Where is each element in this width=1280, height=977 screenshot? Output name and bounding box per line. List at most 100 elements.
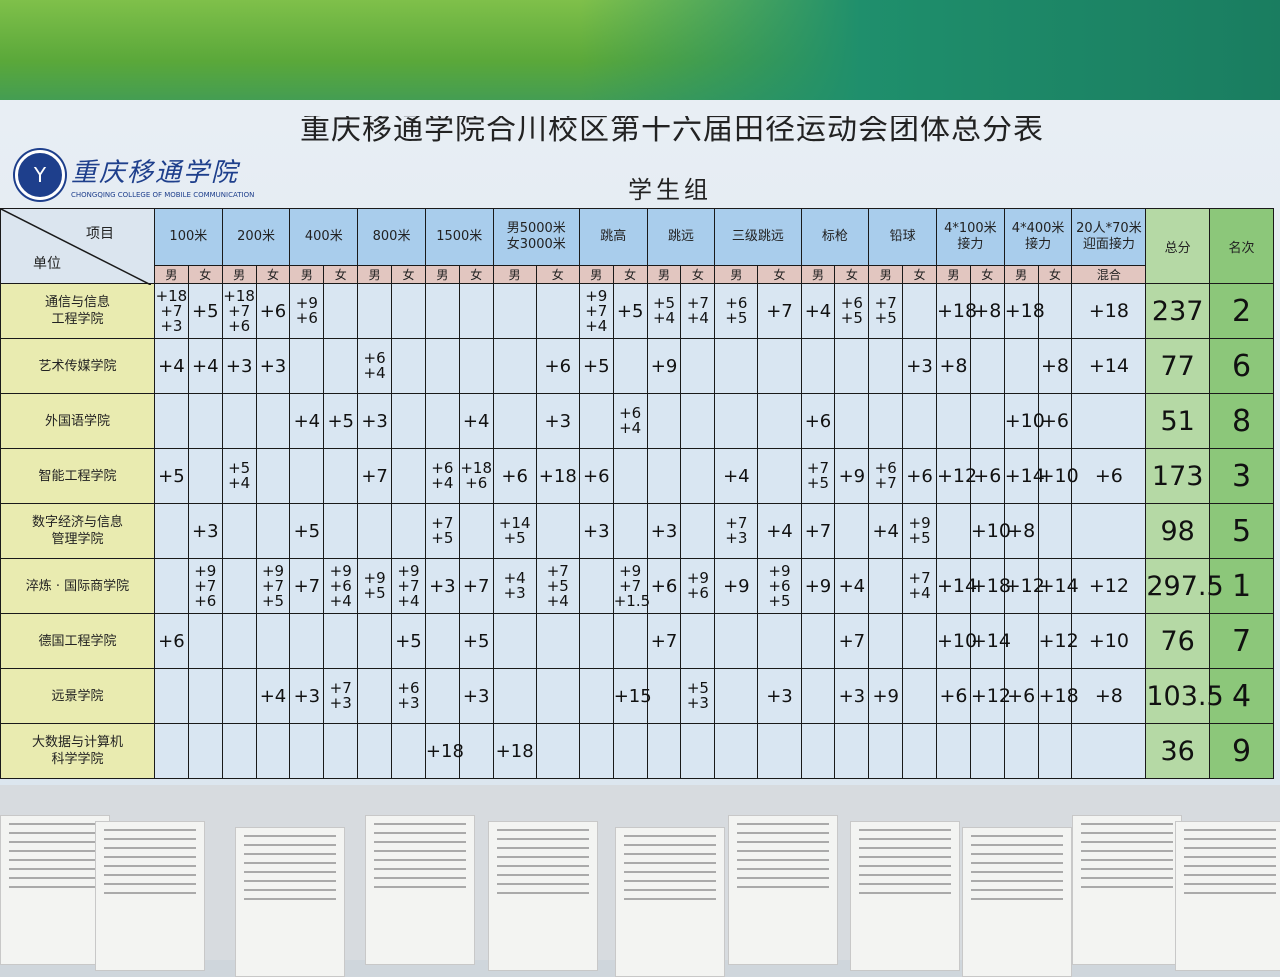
gender-header: 男 <box>646 265 682 284</box>
score-cell <box>969 723 1005 779</box>
score-cell: +7 +3 <box>714 503 759 559</box>
score-cell: +6 <box>969 448 1005 504</box>
total-score: 98 <box>1145 503 1210 559</box>
score-cell: +14 <box>1037 558 1079 614</box>
table-row: 通信与信息 工程学院 +18 +7 +3 +5 +18 +7 +6 +6 +9 +6 +9 … <box>0 283 1274 339</box>
gender-header: 女 <box>969 265 1005 284</box>
score-cell: +12 <box>969 668 1011 724</box>
score-cell <box>289 723 325 779</box>
score-cell: +4 <box>187 338 223 394</box>
score-cell <box>187 723 223 779</box>
score-cell: +7 <box>458 558 494 614</box>
score-cell <box>153 558 189 614</box>
gender-header: 女 <box>323 265 359 284</box>
score-cell <box>902 723 938 779</box>
score-cell: +8 <box>969 283 1005 339</box>
score-cell <box>424 283 460 339</box>
score-cell <box>868 723 904 779</box>
college-seal-icon: Y <box>15 150 65 200</box>
score-cell: +14 <box>1071 338 1147 394</box>
posted-result-sheet <box>488 821 598 971</box>
score-cell: +14 <box>936 558 977 614</box>
score-cell <box>391 723 426 779</box>
gender-header: 男 <box>492 265 537 284</box>
gender-header: 男 <box>936 265 971 284</box>
total-header: 总分 <box>1145 208 1210 284</box>
score-cell: +7 +5 <box>424 503 460 559</box>
gender-header: 男 <box>221 265 257 284</box>
score-cell: +7 <box>834 613 870 669</box>
score-cell <box>936 393 971 449</box>
score-cell <box>680 393 716 449</box>
score-cell: +4 <box>800 283 836 339</box>
score-cell: +10 <box>969 503 1011 559</box>
score-cell <box>221 393 257 449</box>
score-cell: +8 <box>1071 668 1147 724</box>
score-cell: +5 <box>323 393 359 449</box>
table-row: 外国语学院 +4 +5 +3 +4 +3 +6 +4 +6 +10 +6 51 8 <box>0 393 1274 449</box>
gender-header: 女 <box>458 265 494 284</box>
posted-result-sheet <box>365 815 475 965</box>
score-cell <box>221 503 257 559</box>
gender-header: 男 <box>578 265 614 284</box>
score-cell: +10 <box>1037 448 1079 504</box>
score-cell: +7 +5 <box>868 283 904 339</box>
posted-result-sheet <box>0 815 110 965</box>
score-cell: +10 <box>1071 613 1147 669</box>
score-cell: +6 <box>1003 668 1039 724</box>
score-cell <box>834 393 870 449</box>
score-cell <box>323 338 359 394</box>
score-cell: +4 <box>757 503 802 559</box>
score-cell: +6 +5 <box>714 283 759 339</box>
score-cell: +8 <box>1037 338 1073 394</box>
gender-header: 男 <box>153 265 189 284</box>
score-cell <box>834 723 870 779</box>
score-cell <box>492 338 537 394</box>
score-cell <box>492 668 537 724</box>
total-score: 297.5 <box>1145 558 1224 614</box>
rank-value: 8 <box>1209 393 1274 449</box>
score-cell <box>578 393 614 449</box>
event-header: 4*400米 接力 <box>1003 208 1073 266</box>
score-cell: +5 +4 <box>221 448 257 504</box>
score-cell: +5 +4 <box>646 283 682 339</box>
score-cell: +18 +6 <box>458 448 494 504</box>
score-cell <box>458 338 494 394</box>
score-cell: +6 <box>1071 448 1147 504</box>
score-cell: +18 <box>1003 283 1045 339</box>
score-cell <box>902 283 938 339</box>
event-header: 跳远 <box>646 208 716 266</box>
score-cell <box>153 393 189 449</box>
unit-name: 艺术传媒学院 <box>0 338 155 394</box>
gender-header: 混合 <box>1071 265 1147 284</box>
rank-value: 3 <box>1209 448 1274 504</box>
score-cell: +6 <box>492 448 537 504</box>
score-cell <box>255 723 291 779</box>
score-cell: +3 <box>289 668 325 724</box>
score-cell <box>936 723 971 779</box>
score-cell: +9 +7 +1.5 <box>612 558 650 614</box>
score-cell <box>868 393 904 449</box>
score-cell: +9 +6 +4 <box>323 558 359 614</box>
total-score: 77 <box>1145 338 1210 394</box>
score-cell <box>1003 338 1039 394</box>
event-header: 1500米 <box>424 208 494 266</box>
score-cell <box>289 338 325 394</box>
score-cell <box>357 613 393 669</box>
score-cell: +4 +3 <box>492 558 537 614</box>
score-cell: +18 <box>492 723 537 779</box>
unit-name: 德国工程学院 <box>0 613 155 669</box>
score-cell: +6 <box>535 338 580 394</box>
score-cell <box>323 448 359 504</box>
score-cell <box>424 613 460 669</box>
score-cell: +4 <box>255 668 291 724</box>
gender-header: 女 <box>391 265 426 284</box>
score-cell: +7 +5 +4 <box>535 558 580 614</box>
rank-value: 4 <box>1209 668 1274 724</box>
score-cell <box>680 338 716 394</box>
score-cell: +5 <box>578 338 614 394</box>
event-header: 铅球 <box>868 208 938 266</box>
gender-header: 男 <box>714 265 759 284</box>
gender-header: 男 <box>1003 265 1039 284</box>
score-cell: +3 <box>834 668 870 724</box>
